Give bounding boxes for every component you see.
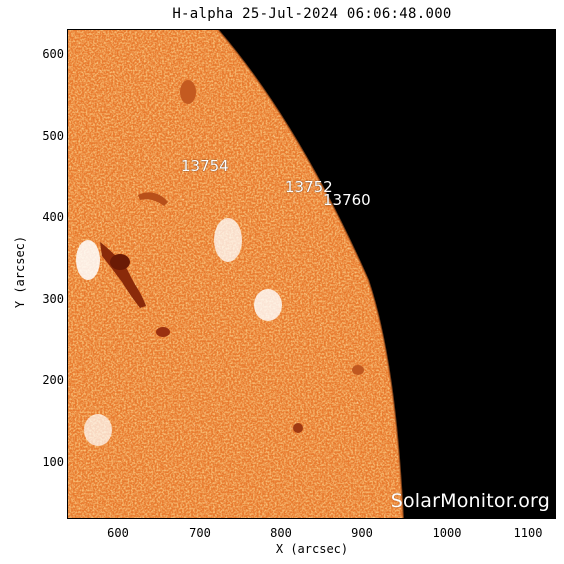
x-tick-label: 1000 <box>432 526 462 540</box>
solar-image-frame: 13754 13752 13760 <box>67 29 556 519</box>
y-tick-label: 300 <box>42 292 64 306</box>
y-tick-label: 600 <box>42 47 64 61</box>
y-tick-label: 500 <box>42 129 64 143</box>
y-tick-label: 100 <box>42 455 64 469</box>
x-tick-label: 800 <box>270 526 292 540</box>
solarmonitor-watermark: SolarMonitor.org <box>390 490 550 512</box>
y-axis-label: Y (arcsec) <box>13 235 27 309</box>
x-axis-label: X (arcsec) <box>275 542 349 556</box>
x-tick-label: 600 <box>107 526 129 540</box>
y-tick-label: 200 <box>42 373 64 387</box>
solar-disk-image <box>68 30 555 518</box>
x-tick-label: 900 <box>351 526 373 540</box>
x-tick-label: 700 <box>189 526 211 540</box>
region-label-13752: 13752 <box>285 178 333 196</box>
x-tick-label: 1100 <box>513 526 543 540</box>
region-label-13754: 13754 <box>181 157 229 175</box>
image-title: H-alpha 25-Jul-2024 06:06:48.000 <box>172 6 452 22</box>
y-tick-label: 400 <box>42 210 64 224</box>
region-label-13760: 13760 <box>323 191 371 209</box>
